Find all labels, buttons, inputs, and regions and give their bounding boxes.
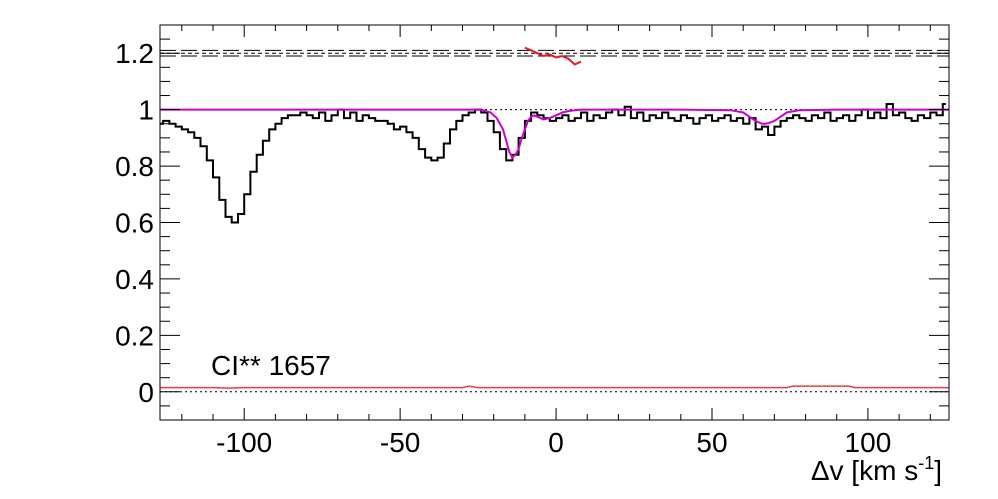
y-tick-label: 1	[138, 95, 154, 126]
x-axis-label: Δv [km s-1]	[811, 453, 942, 486]
x-tick-label: -50	[380, 427, 420, 458]
x-tick-label: 0	[548, 427, 564, 458]
y-tick-label: 0.8	[115, 151, 154, 182]
error-series	[160, 385, 949, 389]
plot-frame	[159, 24, 950, 421]
x-tick-label: 100	[845, 427, 892, 458]
residual-series	[524, 46, 582, 66]
y-tick-label: 0	[138, 377, 154, 408]
model-fit-series	[160, 108, 949, 160]
y-tick-label: 1.2	[115, 38, 154, 69]
x-axis-label-superscript: -1	[918, 453, 934, 473]
x-tick-label: 50	[696, 427, 727, 458]
x-tick-label: -100	[216, 427, 272, 458]
y-tick-label: 0.4	[115, 264, 154, 295]
x-axis-label-close: ]	[934, 455, 942, 486]
axes: 0 0.2 0.4 0.6 0.8 1 1.2 -100 -50 0 50 100	[115, 24, 949, 458]
y-tick-label: 0.6	[115, 208, 154, 239]
flux-data-series	[160, 103, 946, 224]
x-axis-label-main: Δv [km s	[811, 455, 918, 486]
series-layer	[160, 46, 949, 389]
y-tick-label: 0.2	[115, 320, 154, 351]
line-annotation: CI** 1657	[211, 350, 331, 381]
